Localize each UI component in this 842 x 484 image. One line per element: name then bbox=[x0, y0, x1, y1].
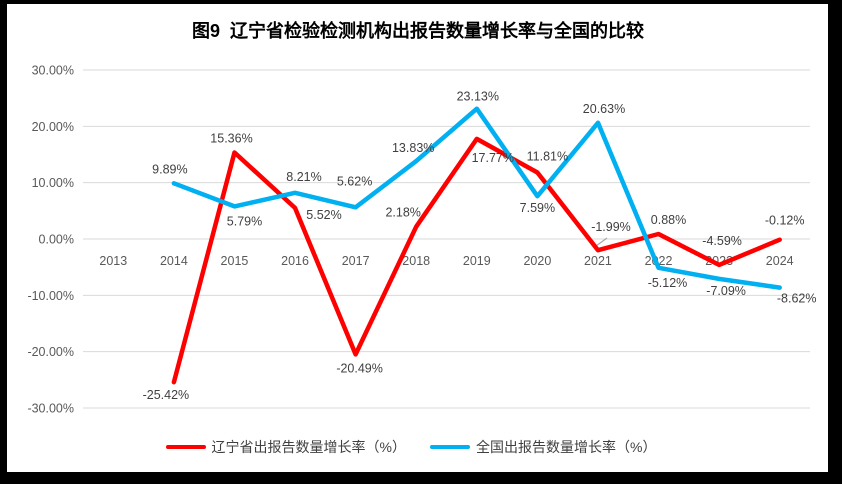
x-axis-tick-label: 2014 bbox=[160, 254, 188, 268]
x-axis-tick-label: 2020 bbox=[523, 254, 551, 268]
legend-item-liaoning: 辽宁省出报告数量增长率（%） bbox=[165, 437, 406, 457]
series-line-0 bbox=[171, 136, 782, 385]
data-label: 8.21% bbox=[286, 170, 321, 184]
x-axis-tick-label: 2013 bbox=[99, 254, 127, 268]
data-label: 7.59% bbox=[520, 201, 555, 215]
data-label: 5.79% bbox=[227, 214, 262, 228]
data-label: -4.59% bbox=[702, 234, 742, 248]
y-axis-tick-label: 30.00% bbox=[32, 64, 74, 78]
data-label: 15.36% bbox=[210, 132, 252, 146]
data-label: 17.77% bbox=[472, 151, 514, 165]
data-label: -25.42% bbox=[143, 388, 190, 402]
data-label: -5.12% bbox=[648, 276, 688, 290]
data-label: 23.13% bbox=[457, 90, 499, 104]
blue-line-swatch bbox=[430, 444, 470, 450]
legend-label-liaoning: 辽宁省出报告数量增长率（%） bbox=[211, 439, 406, 455]
chart-title: 图9 辽宁省检验检测机构出报告数量增长率与全国的比较 bbox=[191, 21, 644, 41]
x-axis-tick-label: 2024 bbox=[766, 254, 794, 268]
data-label: -20.49% bbox=[336, 361, 383, 375]
x-axis-tick-label: 2016 bbox=[281, 254, 309, 268]
y-axis-tick-label: 0.00% bbox=[39, 233, 74, 247]
x-axis-tick-label: 2022 bbox=[645, 254, 673, 268]
y-axis-tick-label: -30.00% bbox=[27, 401, 74, 415]
legend-item-national: 全国出报告数量增长率（%） bbox=[430, 437, 656, 457]
label-leader-line bbox=[595, 237, 608, 247]
y-axis-tick-label: -10.00% bbox=[27, 289, 74, 303]
x-axis-tick-label: 2015 bbox=[221, 254, 249, 268]
x-axis-tick-label: 2023 bbox=[705, 254, 733, 268]
chart-legend: 辽宁省出报告数量增长率（%） 全国出报告数量增长率（%） bbox=[0, 437, 822, 457]
data-label: 20.63% bbox=[583, 102, 625, 116]
x-axis-tick-label: 2019 bbox=[463, 254, 491, 268]
x-axis-tick-label: 2021 bbox=[584, 254, 612, 268]
data-label: 5.62% bbox=[337, 174, 372, 188]
legend-label-national: 全国出报告数量增长率（%） bbox=[476, 439, 657, 455]
data-label: 2.18% bbox=[385, 206, 420, 220]
data-label: 0.88% bbox=[651, 213, 686, 227]
y-axis-tick-label: 20.00% bbox=[32, 120, 74, 134]
y-axis-tick-label: -20.00% bbox=[27, 345, 74, 359]
series-line-1 bbox=[171, 106, 782, 290]
data-label: 5.52% bbox=[306, 208, 341, 222]
x-axis-tick-label: 2017 bbox=[342, 254, 370, 268]
red-line-swatch bbox=[165, 444, 206, 450]
y-axis-tick-label: 10.00% bbox=[32, 176, 74, 190]
data-label: -7.09% bbox=[706, 284, 746, 298]
data-label: -8.62% bbox=[777, 292, 817, 306]
data-label: 13.83% bbox=[392, 141, 434, 155]
x-axis-tick-label: 2018 bbox=[402, 254, 430, 268]
data-label: -0.12% bbox=[765, 214, 805, 228]
data-label: 9.89% bbox=[152, 162, 187, 176]
data-label: 11.81% bbox=[527, 150, 568, 164]
data-label: -1.99% bbox=[591, 220, 631, 234]
